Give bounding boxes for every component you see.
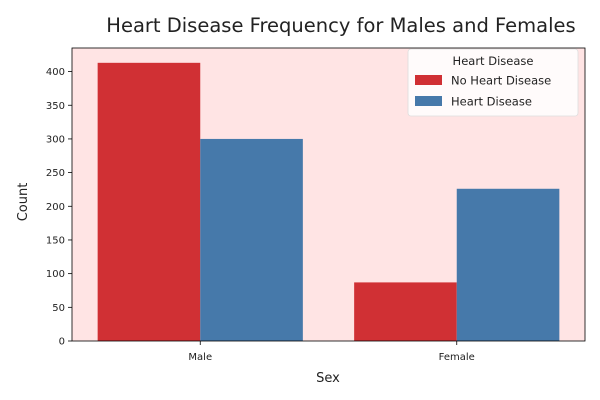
- bar-male-no-heart-disease: [97, 62, 201, 341]
- x-axis: Male Female: [188, 341, 475, 363]
- x-tick-label: Female: [439, 352, 475, 363]
- y-tick-label: 400: [46, 67, 65, 78]
- bar-male-heart-disease: [200, 138, 303, 341]
- y-axis: 0 50 100 150 200 250 300 350 400: [46, 67, 72, 348]
- y-tick-label: 100: [46, 269, 65, 280]
- x-tick-label: Male: [188, 352, 212, 363]
- y-tick-label: 250: [46, 168, 65, 179]
- y-tick-label: 0: [59, 337, 65, 348]
- y-tick-label: 200: [46, 202, 65, 213]
- legend: Heart Disease No Heart Disease Heart Dise…: [407, 48, 579, 117]
- bar-female-heart-disease: [456, 188, 560, 341]
- y-axis-title: Count: [16, 183, 31, 222]
- y-tick-label: 300: [46, 135, 65, 146]
- legend-entry-label: Heart Disease: [451, 95, 532, 109]
- legend-box: [407, 48, 579, 117]
- bar-female-no-heart-disease: [354, 282, 457, 341]
- y-tick-label: 350: [46, 101, 65, 112]
- legend-title: Heart Disease: [453, 54, 534, 68]
- bars-group: [97, 62, 560, 341]
- chart-title: Heart Disease Frequency for Males and Fe…: [106, 14, 575, 37]
- legend-entry-label: No Heart Disease: [451, 74, 551, 88]
- legend-swatch-heart-disease: [415, 96, 442, 106]
- legend-swatch-no-heart-disease: [415, 75, 442, 85]
- plot-frame: [71, 47, 586, 342]
- y-tick-label: 150: [46, 236, 65, 247]
- y-tick-label: 50: [52, 303, 65, 314]
- x-axis-title: Sex: [316, 371, 340, 386]
